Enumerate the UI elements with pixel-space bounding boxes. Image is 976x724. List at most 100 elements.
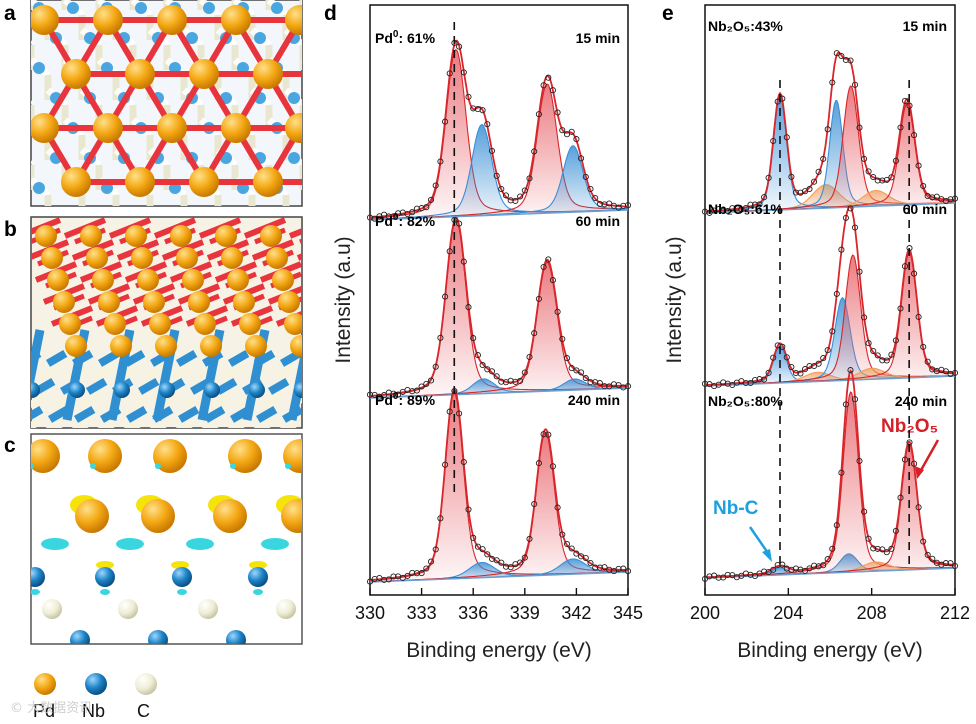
structure-side-view — [30, 216, 303, 429]
pd-atom — [281, 499, 302, 533]
data-point — [720, 574, 727, 581]
data-point — [861, 155, 868, 162]
charge-lobe — [285, 463, 291, 469]
label-superscript: 0 — [393, 212, 399, 223]
spectrum-label: Pd0: 61% — [375, 29, 436, 46]
pd-atom — [221, 247, 243, 269]
lattice-bar — [227, 350, 250, 367]
data-point — [856, 268, 863, 275]
structure-top-view — [0, 0, 371, 225]
c-bond — [0, 180, 14, 195]
pd-atom — [104, 313, 126, 335]
data-point — [517, 377, 524, 384]
pd-atom — [61, 59, 91, 89]
lattice-bar — [177, 406, 200, 423]
data-point — [470, 534, 477, 541]
data-point — [761, 568, 768, 575]
pd-atom — [92, 269, 114, 291]
lattice-bar — [171, 420, 194, 428]
data-point — [484, 551, 491, 558]
data-point — [765, 369, 772, 376]
data-point — [526, 353, 533, 361]
nb-atom — [33, 182, 45, 194]
data-point — [838, 469, 845, 476]
data-point — [824, 126, 831, 133]
nb-atom — [305, 182, 317, 194]
pd-bond — [288, 227, 302, 239]
pd-atom — [189, 59, 219, 89]
data-point — [892, 157, 899, 164]
data-point — [573, 550, 580, 557]
data-point — [554, 308, 561, 315]
c-atom — [118, 599, 138, 619]
data-point — [418, 570, 425, 577]
c-bond — [31, 100, 34, 105]
data-point — [413, 570, 420, 577]
data-point — [747, 201, 754, 208]
data-point — [437, 158, 444, 165]
data-point — [460, 258, 467, 265]
data-point — [706, 573, 713, 580]
spectrum-1: Pd0: 82% 60 min — [366, 212, 632, 400]
data-point — [824, 347, 831, 354]
spectrum-time: 240 min — [568, 392, 620, 408]
lattice-bar — [249, 420, 272, 428]
data-point — [366, 578, 374, 585]
c-bond — [354, 90, 371, 105]
lattice-bar — [209, 392, 232, 409]
nb2o5-arrow — [918, 439, 940, 473]
panel-label-b: b — [4, 218, 17, 241]
data-point — [427, 196, 435, 203]
data-point — [587, 559, 594, 567]
pd-atom — [75, 499, 109, 533]
data-point — [801, 567, 809, 574]
data-point — [395, 391, 402, 398]
charge-lobe-yellow — [96, 561, 114, 569]
x-tick-label: 333 — [407, 603, 437, 623]
pd-atom — [131, 247, 153, 269]
data-point — [517, 193, 524, 200]
data-point — [559, 335, 566, 343]
charge-lobe — [90, 463, 96, 469]
data-point — [770, 354, 777, 361]
data-point — [465, 93, 472, 100]
pd-atom — [290, 335, 302, 357]
watermark: © 大数据资讯 — [10, 701, 92, 716]
c-bond — [337, 0, 354, 15]
pd-atom — [59, 313, 81, 335]
nb-xps-chart: Nb₂O₅:43% 15 min Nb₂O₅:61% 60 min Nb₂O₅:80% 2… — [663, 4, 970, 662]
pd-atom — [278, 291, 300, 313]
nb-x-axis-label: Binding energy (eV) — [737, 639, 923, 662]
nb-atom — [16, 32, 28, 44]
data-point — [888, 174, 895, 181]
data-point — [947, 196, 954, 203]
data-point — [568, 545, 575, 552]
peak-fill-0 — [370, 220, 628, 398]
pd-atom — [194, 313, 216, 335]
pd-atom — [86, 247, 108, 269]
data-point — [920, 343, 927, 350]
nb2o5-annotation: Nb₂O₅ — [881, 416, 938, 437]
data-point — [578, 369, 585, 376]
pd-atom — [31, 5, 59, 35]
nb-atom — [70, 630, 90, 644]
pd-bond — [299, 238, 302, 245]
pd-atom — [266, 247, 288, 269]
data-point — [526, 535, 533, 542]
label-value: : 89% — [398, 392, 435, 408]
data-point — [874, 545, 881, 552]
data-point — [847, 57, 854, 64]
nb-column — [287, 347, 302, 421]
pd-chart-frame — [369, 4, 629, 596]
data-point — [815, 360, 822, 367]
c-bond — [354, 210, 371, 225]
data-point — [465, 506, 472, 513]
nb-atom — [339, 122, 351, 134]
peak-fill-2 — [705, 100, 955, 213]
data-point — [879, 546, 886, 553]
data-point — [797, 370, 804, 377]
pd-atom — [228, 439, 262, 473]
data-point — [381, 392, 388, 399]
lattice-bar — [221, 364, 244, 381]
pd-atom — [182, 269, 204, 291]
